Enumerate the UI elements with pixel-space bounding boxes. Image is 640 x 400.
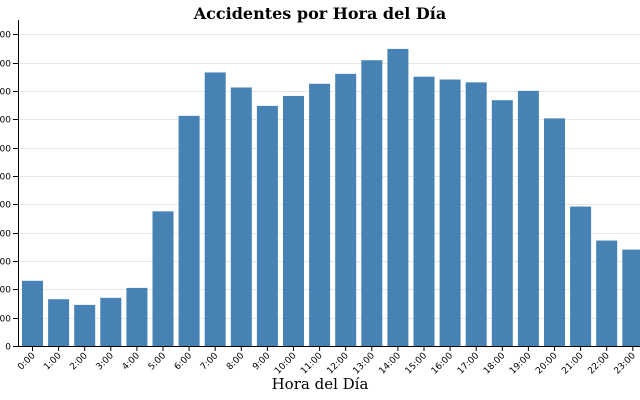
x-tick-label: 19:00 bbox=[508, 351, 534, 377]
bar bbox=[152, 211, 174, 346]
y-tick-label: 100 bbox=[0, 315, 11, 325]
bar bbox=[256, 105, 278, 346]
bars-layer bbox=[22, 48, 640, 347]
bar bbox=[100, 297, 122, 346]
bar bbox=[465, 82, 487, 346]
x-tick-label: 18:00 bbox=[482, 351, 508, 377]
y-tick-label: 700 bbox=[0, 145, 11, 155]
x-tick-label: 20:00 bbox=[534, 351, 560, 377]
y-tick-label: 600 bbox=[0, 173, 11, 183]
y-tick-label: 1100 bbox=[0, 31, 11, 41]
bar bbox=[230, 87, 252, 346]
x-tick-label: 8:00 bbox=[225, 351, 247, 373]
y-tick-label: 400 bbox=[0, 230, 11, 240]
bar bbox=[387, 48, 409, 346]
x-tick-label: 23:00 bbox=[613, 351, 639, 377]
bar bbox=[622, 249, 640, 346]
bar bbox=[283, 95, 304, 347]
x-tick-label: 11:00 bbox=[299, 351, 325, 377]
bar bbox=[570, 206, 592, 346]
y-tick-label: 1000 bbox=[0, 60, 11, 70]
y-tick-label: 500 bbox=[0, 201, 11, 211]
x-tick-label: 15:00 bbox=[404, 351, 430, 377]
y-tick-label: 300 bbox=[0, 258, 11, 268]
x-tick-label: 13:00 bbox=[352, 351, 378, 377]
x-tick-label: 17:00 bbox=[456, 351, 482, 377]
bar bbox=[361, 60, 383, 347]
x-tick-label: 12:00 bbox=[325, 351, 351, 377]
x-tick-label: 22:00 bbox=[586, 351, 612, 377]
bar bbox=[517, 90, 539, 346]
bar bbox=[596, 240, 618, 346]
bar bbox=[439, 79, 461, 347]
x-tick-label: 21:00 bbox=[560, 351, 586, 377]
bar bbox=[413, 76, 435, 347]
x-axis-title: Hora del Día bbox=[271, 375, 369, 393]
x-tick-label: 14:00 bbox=[378, 351, 404, 377]
y-tick-label: 200 bbox=[0, 286, 11, 296]
x-tick-label: 10:00 bbox=[273, 351, 299, 377]
bar bbox=[22, 280, 43, 346]
x-tick-label: 6:00 bbox=[173, 351, 195, 373]
bar bbox=[126, 287, 148, 346]
bar bbox=[309, 83, 331, 347]
bar bbox=[204, 72, 226, 346]
bar bbox=[48, 299, 70, 346]
x-tick-label: 7:00 bbox=[199, 351, 221, 373]
bar bbox=[178, 115, 200, 347]
bar bbox=[544, 118, 565, 346]
chart-title: Accidentes por Hora del Día bbox=[193, 4, 447, 23]
y-tick-label: 0 bbox=[5, 343, 11, 353]
bar bbox=[491, 100, 513, 346]
x-tick-label: 4:00 bbox=[121, 351, 143, 373]
bar bbox=[335, 73, 357, 346]
x-tick-label: 0:00 bbox=[16, 351, 38, 373]
bar bbox=[74, 304, 96, 346]
y-tick-label: 900 bbox=[0, 88, 11, 98]
x-tick-label: 1:00 bbox=[42, 351, 64, 373]
x-tick-label: 3:00 bbox=[95, 351, 117, 373]
x-tick-label: 9:00 bbox=[251, 351, 273, 373]
x-tick-label: 2:00 bbox=[68, 351, 90, 373]
x-tick-label: 5:00 bbox=[147, 351, 169, 373]
y-tick-label: 800 bbox=[0, 116, 11, 126]
x-tick-label: 16:00 bbox=[430, 351, 456, 377]
